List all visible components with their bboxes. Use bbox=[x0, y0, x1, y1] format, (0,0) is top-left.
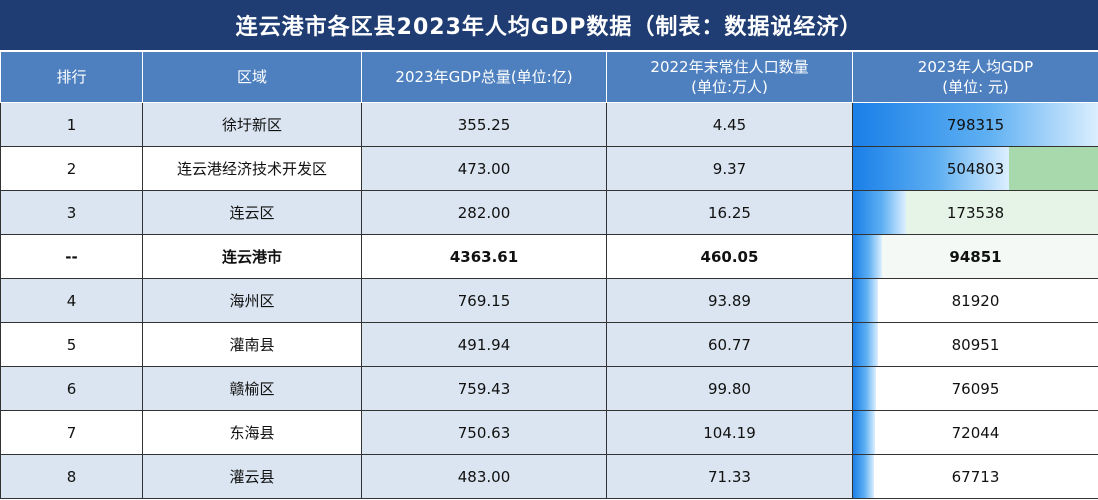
table-row: -- 连云港市 4363.61 460.05 94851 bbox=[0, 234, 1098, 279]
per-capita-gdp-value: 67713 bbox=[951, 467, 1000, 486]
cell-region: 连云区 bbox=[142, 190, 362, 235]
data-bar-background bbox=[906, 191, 1098, 234]
cell-rank: 3 bbox=[0, 190, 143, 235]
cell-gdp: 769.15 bbox=[361, 278, 607, 323]
table-row: 4 海州区 769.15 93.89 81920 bbox=[0, 278, 1098, 323]
table-row: 1 徐圩新区 355.25 4.45 798315 bbox=[0, 102, 1098, 147]
cell-gdp: 473.00 bbox=[361, 146, 607, 191]
cell-population: 4.45 bbox=[606, 102, 853, 147]
cell-region: 灌云县 bbox=[142, 454, 362, 499]
cell-region: 赣榆区 bbox=[142, 366, 362, 411]
cell-gdp: 491.94 bbox=[361, 322, 607, 367]
cell-gdp: 750.63 bbox=[361, 410, 607, 455]
cell-per-capita-gdp: 80951 bbox=[852, 322, 1098, 367]
data-bar bbox=[853, 367, 876, 410]
cell-gdp: 759.43 bbox=[361, 366, 607, 411]
data-bar-background bbox=[882, 235, 1098, 278]
table-row: 3 连云区 282.00 16.25 173538 bbox=[0, 190, 1098, 235]
cell-rank: 7 bbox=[0, 410, 143, 455]
data-bar-background bbox=[878, 279, 1098, 322]
cell-region: 连云港经济技术开发区 bbox=[142, 146, 362, 191]
data-bar bbox=[853, 191, 906, 234]
gdp-table: 排行 区域 2023年GDP总量(单位:亿) 2022年末常住人口数量 (单位:… bbox=[0, 51, 1098, 499]
cell-gdp: 483.00 bbox=[361, 454, 607, 499]
data-bar bbox=[853, 235, 882, 278]
header-population: 2022年末常住人口数量 (单位:万人) bbox=[606, 51, 853, 103]
data-bar bbox=[853, 323, 878, 366]
header-per-capita-line2: (单位: 元) bbox=[942, 78, 1009, 96]
per-capita-gdp-value: 798315 bbox=[946, 115, 1005, 134]
data-bar-background bbox=[1009, 147, 1098, 190]
table-row: 2 连云港经济技术开发区 473.00 9.37 504803 bbox=[0, 146, 1098, 191]
per-capita-gdp-value: 81920 bbox=[951, 291, 1000, 310]
data-bar bbox=[853, 103, 1098, 146]
header-per-capita-gdp: 2023年人均GDP (单位: 元) bbox=[852, 51, 1098, 103]
cell-region: 灌南县 bbox=[142, 322, 362, 367]
cell-rank: 2 bbox=[0, 146, 143, 191]
cell-region: 海州区 bbox=[142, 278, 362, 323]
header-population-line2: (单位:万人) bbox=[691, 78, 768, 96]
cell-population: 71.33 bbox=[606, 454, 853, 499]
cell-rank: 8 bbox=[0, 454, 143, 499]
per-capita-gdp-value: 504803 bbox=[946, 159, 1005, 178]
cell-rank: 6 bbox=[0, 366, 143, 411]
cell-region: 东海县 bbox=[142, 410, 362, 455]
header-per-capita-line1: 2023年人均GDP bbox=[917, 58, 1034, 76]
data-bar bbox=[853, 279, 878, 322]
data-bar-background bbox=[875, 411, 1098, 454]
data-bar-background bbox=[874, 455, 1098, 498]
data-bar bbox=[853, 411, 875, 454]
header-row: 排行 区域 2023年GDP总量(单位:亿) 2022年末常住人口数量 (单位:… bbox=[0, 51, 1098, 103]
header-rank: 排行 bbox=[0, 51, 143, 103]
cell-population: 16.25 bbox=[606, 190, 853, 235]
per-capita-gdp-value: 173538 bbox=[946, 203, 1005, 222]
cell-population: 460.05 bbox=[606, 234, 853, 279]
table-body: 1 徐圩新区 355.25 4.45 798315 2 连云港经济技术开发区 473.00 9.… bbox=[0, 102, 1098, 499]
cell-per-capita-gdp: 173538 bbox=[852, 190, 1098, 235]
cell-per-capita-gdp: 81920 bbox=[852, 278, 1098, 323]
table-row: 7 东海县 750.63 104.19 72044 bbox=[0, 410, 1098, 455]
cell-rank: 4 bbox=[0, 278, 143, 323]
header-region: 区域 bbox=[142, 51, 362, 103]
cell-gdp: 4363.61 bbox=[361, 234, 607, 279]
cell-rank: 5 bbox=[0, 322, 143, 367]
cell-region: 徐圩新区 bbox=[142, 102, 362, 147]
cell-per-capita-gdp: 798315 bbox=[852, 102, 1098, 147]
cell-gdp: 282.00 bbox=[361, 190, 607, 235]
per-capita-gdp-value: 76095 bbox=[951, 379, 1000, 398]
per-capita-gdp-value: 80951 bbox=[951, 335, 1000, 354]
header-gdp: 2023年GDP总量(单位:亿) bbox=[361, 51, 607, 103]
cell-per-capita-gdp: 76095 bbox=[852, 366, 1098, 411]
per-capita-gdp-value: 72044 bbox=[951, 423, 1000, 442]
header-population-line1: 2022年末常住人口数量 bbox=[650, 58, 809, 76]
cell-population: 60.77 bbox=[606, 322, 853, 367]
cell-rank: 1 bbox=[0, 102, 143, 147]
cell-per-capita-gdp: 67713 bbox=[852, 454, 1098, 499]
data-bar bbox=[853, 147, 1009, 190]
cell-region: 连云港市 bbox=[142, 234, 362, 279]
table-row: 5 灌南县 491.94 60.77 80951 bbox=[0, 322, 1098, 367]
cell-population: 93.89 bbox=[606, 278, 853, 323]
data-bar bbox=[853, 455, 874, 498]
data-bar-background bbox=[876, 367, 1098, 410]
cell-per-capita-gdp: 94851 bbox=[852, 234, 1098, 279]
cell-per-capita-gdp: 504803 bbox=[852, 146, 1098, 191]
page-title: 连云港市各区县2023年人均GDP数据（制表：数据说经济） bbox=[0, 0, 1098, 51]
cell-population: 9.37 bbox=[606, 146, 853, 191]
cell-rank: -- bbox=[0, 234, 143, 279]
table-row: 8 灌云县 483.00 71.33 67713 bbox=[0, 454, 1098, 499]
data-bar-background bbox=[878, 323, 1098, 366]
table-row: 6 赣榆区 759.43 99.80 76095 bbox=[0, 366, 1098, 411]
per-capita-gdp-value: 94851 bbox=[949, 247, 1002, 266]
cell-gdp: 355.25 bbox=[361, 102, 607, 147]
cell-per-capita-gdp: 72044 bbox=[852, 410, 1098, 455]
cell-population: 99.80 bbox=[606, 366, 853, 411]
cell-population: 104.19 bbox=[606, 410, 853, 455]
